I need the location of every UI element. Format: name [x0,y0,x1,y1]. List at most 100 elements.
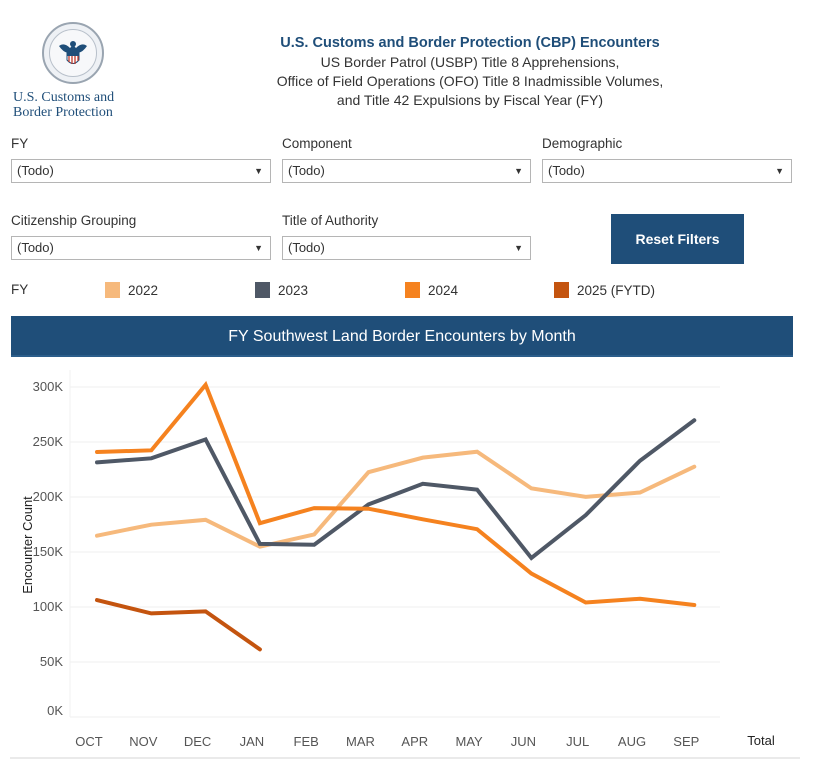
y-tick-label: 200K [33,489,64,504]
series-line-2023[interactable] [95,418,697,561]
data-point[interactable] [258,542,262,546]
y-tick-label: 150K [33,544,64,559]
data-point[interactable] [312,543,316,547]
filter-component-label: Component [282,136,352,151]
filter-fy-select[interactable]: (Todo) ▼ [11,159,271,183]
legend-label-2024: 2024 [428,282,459,298]
x-tick-label: MAY [455,734,483,749]
gridlines [69,370,720,718]
cbp-logo: U.S. Customs and Border Protection [10,22,135,120]
filter-fy-value: (Todo) [17,163,54,178]
data-point[interactable] [475,488,479,492]
data-point[interactable] [638,491,642,495]
filter-component: Component (Todo) ▼ [282,135,531,183]
data-point[interactable] [149,456,153,460]
page-subtitle-line1: US Border Patrol (USBP) Title 8 Apprehen… [320,54,620,70]
filter-title-of-authority-select[interactable]: (Todo) ▼ [282,236,531,260]
legend-label-2025: 2025 (FYTD) [577,282,656,298]
y-tick-label: 0K [47,703,63,718]
data-point[interactable] [149,448,153,452]
y-axis-title: Encounter Count [20,496,35,594]
filter-demographic-select[interactable]: (Todo) ▼ [542,159,792,183]
x-tick-label: JUN [511,734,536,749]
data-point[interactable] [312,532,316,536]
series-line-2022[interactable] [95,449,697,549]
filter-citizenship-grouping: Citizenship Grouping (Todo) ▼ [11,212,271,260]
legend-title: FY [11,282,29,297]
legend-swatch-2024 [405,282,420,298]
data-point[interactable] [95,460,99,464]
data-point[interactable] [204,437,208,441]
x-tick-label: OCT [75,734,103,749]
filter-component-select[interactable]: (Todo) ▼ [282,159,531,183]
x-tick-label: AUG [618,734,646,749]
cbp-seal-icon [41,22,104,84]
data-point[interactable] [204,383,208,387]
data-point[interactable] [475,527,479,531]
filter-citizenship-grouping-select[interactable]: (Todo) ▼ [11,236,271,260]
data-point[interactable] [258,647,262,651]
data-point[interactable] [692,603,696,607]
data-point[interactable] [692,418,696,422]
data-point[interactable] [421,482,425,486]
legend-item-2024[interactable]: 2024 [405,280,458,300]
page-subtitle-line2: Office of Field Operations (OFO) Title 8… [276,73,664,89]
y-axis-ticks: 0K 50K 100K 150K 200K 250K 300K [33,379,64,718]
data-point[interactable] [529,486,533,490]
filter-title-of-authority-label: Title of Authority [282,213,379,228]
page-subtitle-line3: and Title 42 Expulsions by Fiscal Year (… [336,92,604,108]
y-tick-label: 250K [33,434,64,449]
data-point[interactable] [475,450,479,454]
total-column-label: Total [747,733,775,748]
dropdown-arrow-icon: ▼ [775,166,784,176]
legend-swatch-2025 [554,282,569,298]
series-line-2025[interactable] [95,598,262,652]
data-point[interactable] [584,600,588,604]
data-point[interactable] [204,518,208,522]
data-point[interactable] [95,450,99,454]
y-tick-label: 100K [33,599,64,614]
filter-demographic: Demographic (Todo) ▼ [542,135,792,183]
x-tick-label: JUL [566,734,589,749]
data-point[interactable] [367,507,370,511]
dropdown-arrow-icon: ▼ [514,243,523,253]
legend-item-2023[interactable]: 2023 [255,280,308,300]
reset-filters-button[interactable]: Reset Filters [611,214,744,264]
data-point[interactable] [95,598,99,602]
page-header: U.S. Customs and Border Protection (CBP)… [200,34,740,110]
x-tick-label: APR [401,734,428,749]
data-point[interactable] [367,470,370,474]
data-point[interactable] [584,513,588,517]
chart-title: FY Southwest Land Border Encounters by M… [11,316,793,357]
data-point[interactable] [421,456,425,460]
filter-demographic-value: (Todo) [548,163,585,178]
filter-demographic-label: Demographic [542,136,623,151]
data-point[interactable] [584,495,588,499]
data-point[interactable] [638,597,642,601]
data-point[interactable] [312,506,316,510]
data-point[interactable] [258,521,262,525]
legend-item-2022[interactable]: 2022 [105,280,158,300]
x-axis-ticks: OCT NOV DEC JAN FEB MAR APR MAY JUN JUL AUG SEP [75,734,699,749]
legend-label-2023: 2023 [278,282,309,298]
data-point[interactable] [149,611,153,615]
legend-item-2025[interactable]: 2025 (FYTD) [554,280,655,300]
series-lines [95,380,697,652]
data-point[interactable] [95,534,99,538]
x-tick-label: NOV [129,734,158,749]
x-tick-label: FEB [294,734,319,749]
line-chart: 0K 50K 100K 150K 200K 250K 300K OCT NOV DEC JAN FE… [10,370,800,759]
data-point[interactable] [367,502,370,506]
data-point[interactable] [149,523,153,527]
data-point[interactable] [529,556,533,560]
dropdown-arrow-icon: ▼ [254,166,263,176]
data-point[interactable] [638,459,642,463]
data-point[interactable] [204,609,208,613]
data-point[interactable] [421,517,425,521]
legend-label-2022: 2022 [128,282,159,298]
data-point[interactable] [692,465,696,469]
data-point[interactable] [529,572,533,576]
page-title: U.S. Customs and Border Protection (CBP)… [280,35,660,51]
series-line-2024[interactable] [95,380,697,608]
chart-legend: FY 2022 2023 2024 2025 (FYTD) [11,280,791,302]
